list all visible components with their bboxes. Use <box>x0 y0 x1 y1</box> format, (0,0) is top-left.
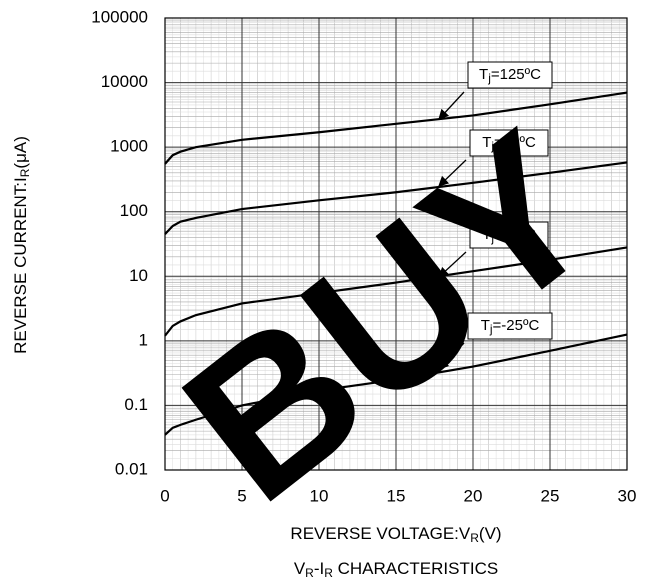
series-label-sub: j <box>489 322 493 336</box>
series-line <box>164 161 628 235</box>
x-label-part: (V) <box>479 524 502 543</box>
x-label-sub: R <box>470 531 479 545</box>
series-label-sub: j <box>490 139 494 153</box>
title-part: CHARACTERISTICS <box>333 559 498 578</box>
y-tick-label: 10000 <box>101 72 148 91</box>
y-tick-label: 100000 <box>91 7 148 26</box>
series-label-box <box>469 221 549 249</box>
title-part: -I <box>314 559 324 578</box>
series-label-part: =-25ºC <box>493 317 540 334</box>
x-tick-label: 25 <box>541 486 560 505</box>
series-label-arrow <box>438 251 467 278</box>
series-label-arrow <box>438 159 467 187</box>
series-line <box>164 91 628 165</box>
series-label: Tj=25ºC <box>482 226 536 245</box>
y-tick-label: 1000 <box>110 137 148 156</box>
series-label-part: =25ºC <box>494 226 536 243</box>
y-axis-label: REVERSE CURRENT:IR(μA) <box>11 136 32 354</box>
series-label: Tj=125ºC <box>479 66 541 85</box>
x-tick-label: 0 <box>160 486 169 505</box>
y-tick-label: 1 <box>139 330 148 349</box>
series-label-arrow <box>438 342 465 370</box>
y-tick-label: 0.01 <box>115 459 148 478</box>
series-line <box>164 246 628 337</box>
y-label-part: (μA) <box>11 136 30 168</box>
watermark: BUY <box>142 87 636 545</box>
x-axis-label: REVERSE VOLTAGE:VR(V) <box>290 524 501 545</box>
series-label-part: =75ºC <box>494 134 536 151</box>
x-tick-label: 20 <box>464 486 483 505</box>
series-label-part: T <box>479 66 488 83</box>
y-tick-label: 0.1 <box>124 395 148 414</box>
series-label-part: T <box>482 226 491 243</box>
series-label-arrow <box>438 91 465 120</box>
series-label-box <box>467 312 553 340</box>
x-tick-label: 30 <box>618 486 637 505</box>
series-label-box <box>467 61 553 89</box>
title-sub: R <box>324 566 333 580</box>
x-label-part: REVERSE VOLTAGE:V <box>290 524 470 543</box>
series-label-part: T <box>482 134 491 151</box>
series-label-sub: j <box>487 71 491 85</box>
title-sub: R <box>305 566 314 580</box>
x-tick-label: 5 <box>237 486 246 505</box>
series-label: Tj=75ºC <box>482 134 536 153</box>
plot-frame <box>164 17 628 471</box>
x-tick-label: 10 <box>310 486 329 505</box>
y-label-part: REVERSE CURRENT:I <box>11 177 30 354</box>
y-tick-label: 100 <box>120 201 148 220</box>
title-part: V <box>294 559 306 578</box>
chart-title: VR-IR CHARACTERISTICS <box>294 559 498 580</box>
y-label-sub: R <box>18 168 32 177</box>
series-line <box>164 333 628 436</box>
series-label-box <box>469 129 549 157</box>
y-tick-label: 10 <box>129 266 148 285</box>
series-label-sub: j <box>490 231 494 245</box>
series-label: Tj=-25ºC <box>481 317 540 336</box>
series-label-part: T <box>481 317 490 334</box>
x-tick-label: 15 <box>387 486 406 505</box>
series-label-part: =125ºC <box>491 66 541 83</box>
